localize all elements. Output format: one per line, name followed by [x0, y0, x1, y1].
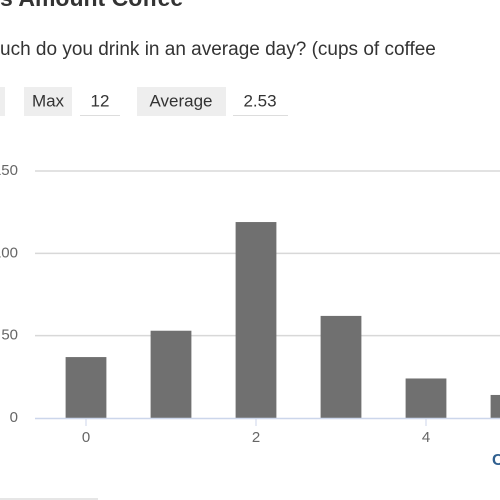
stat-box: [0, 87, 5, 116]
bar: [490, 394, 500, 418]
y-tick-label: 0: [10, 409, 18, 426]
stat-value: 2.53: [243, 91, 276, 110]
x-tick-label: 4: [422, 429, 430, 446]
x-tick-label: 0: [82, 429, 90, 446]
plot: 0 50 100 150 0 2 4: [0, 162, 500, 446]
question: uch do you drink in an average day? (cup…: [0, 39, 436, 60]
bar: [150, 330, 192, 418]
bar: [235, 222, 277, 418]
stat-label-box: [137, 87, 226, 116]
stat-value: 12: [91, 91, 110, 110]
link[interactable]: C: [492, 452, 500, 469]
bar: [320, 315, 362, 418]
bar: [65, 357, 107, 418]
x-tick-label: 2: [252, 429, 260, 446]
y-tick-label: 50: [1, 327, 18, 344]
y-tick-label: 100: [0, 244, 18, 261]
y-tick-label: 150: [0, 162, 18, 179]
title: s Amount Coffee: [0, 0, 183, 11]
stat-label-box: [24, 87, 72, 116]
bar: [405, 378, 447, 418]
stat-label: Average: [149, 91, 212, 110]
stat-label: Max: [32, 91, 65, 110]
